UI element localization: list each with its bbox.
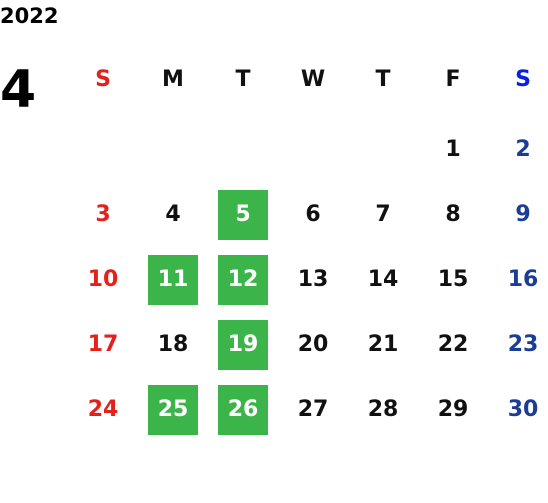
highlighted-day: 19 [218,320,268,370]
day: 6 [305,202,321,227]
day: 30 [507,397,539,422]
day: 29 [437,397,469,422]
weekday-header: M [162,67,184,92]
weekday-header: S [95,67,111,92]
day: 27 [297,397,329,422]
day: 15 [437,267,469,292]
day: 20 [297,332,329,357]
day: 1 [445,137,461,162]
day: 14 [367,267,399,292]
day: 13 [297,267,329,292]
day: 16 [507,267,539,292]
day: 21 [367,332,399,357]
day: 7 [375,202,391,227]
day: 10 [87,267,119,292]
day: 9 [515,202,531,227]
month: 4 [0,60,37,120]
day: 23 [507,332,539,357]
year: 2022 [0,4,59,28]
highlighted-day: 12 [218,255,268,305]
day: 8 [445,202,461,227]
highlighted-day: 11 [148,255,198,305]
day: 4 [165,202,181,227]
day: 17 [87,332,119,357]
weekday-header: W [300,67,326,92]
highlighted-day: 26 [218,385,268,435]
weekday-header: T [375,67,391,92]
day: 22 [437,332,469,357]
weekday-header: T [235,67,251,92]
day: 18 [157,332,189,357]
weekday-header: S [515,67,531,92]
highlighted-day: 5 [218,190,268,240]
highlighted-day: 25 [148,385,198,435]
day: 2 [515,137,531,162]
day: 24 [87,397,119,422]
day: 3 [95,202,111,227]
weekday-header: F [445,67,461,92]
day: 28 [367,397,399,422]
